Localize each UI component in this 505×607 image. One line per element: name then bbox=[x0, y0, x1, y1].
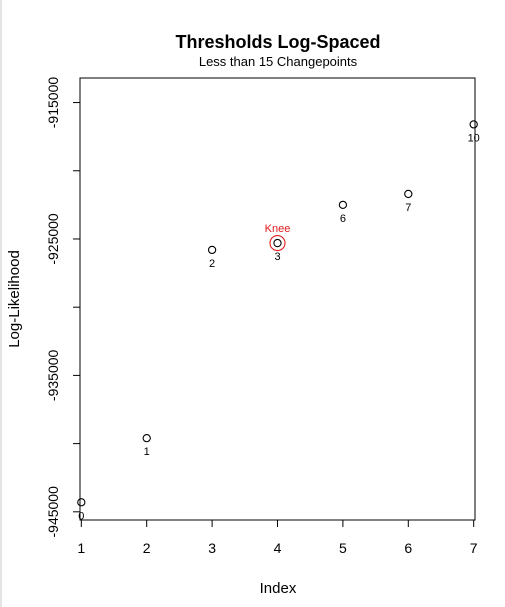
y-tick-label: -945000 bbox=[45, 486, 61, 538]
window-edge bbox=[0, 0, 2, 607]
data-point-label: 7 bbox=[405, 202, 411, 214]
x-tick-label: 7 bbox=[470, 540, 478, 556]
plot-box bbox=[79, 77, 476, 521]
x-tick-label: 5 bbox=[339, 540, 347, 556]
data-point bbox=[77, 498, 86, 507]
data-point bbox=[142, 433, 151, 443]
y-axis-label: Log-Likelihood bbox=[6, 250, 23, 348]
data-point bbox=[404, 189, 413, 199]
x-tick-label: 1 bbox=[77, 540, 85, 556]
data-point bbox=[469, 120, 478, 129]
x-axis-label: Index bbox=[260, 580, 297, 597]
data-point-label: 2 bbox=[209, 258, 215, 270]
data-point-label: 3 bbox=[274, 251, 280, 263]
data-point bbox=[207, 245, 217, 255]
data-point-label: 6 bbox=[340, 213, 346, 225]
knee-highlight-ring bbox=[269, 235, 286, 252]
x-tick-label: 3 bbox=[208, 540, 216, 556]
x-tick-label: 4 bbox=[274, 540, 282, 556]
y-axis: -945000 -935000 -925000 -915000 bbox=[45, 77, 81, 538]
data-point-label: 1 bbox=[144, 446, 150, 458]
x-tick-label: 6 bbox=[404, 540, 412, 556]
y-tick-label: -935000 bbox=[45, 349, 61, 401]
x-axis: 1 2 3 4 5 6 7 bbox=[77, 519, 478, 556]
knee-label: Knee bbox=[265, 223, 291, 235]
x-tick-label: 2 bbox=[143, 540, 151, 556]
data-point bbox=[338, 200, 348, 210]
data-point-label: 10 bbox=[468, 132, 480, 144]
data-point-label: 0 bbox=[78, 510, 84, 522]
data-points: 0 1 2 3 Knee 6 7 10 bbox=[77, 120, 480, 522]
data-point bbox=[273, 238, 282, 248]
y-tick-label: -915000 bbox=[45, 77, 61, 129]
y-tick-label: -925000 bbox=[45, 213, 61, 265]
chart-subtitle: Less than 15 Changepoints bbox=[199, 54, 358, 69]
chart-title: Thresholds Log-Spaced bbox=[175, 32, 380, 52]
